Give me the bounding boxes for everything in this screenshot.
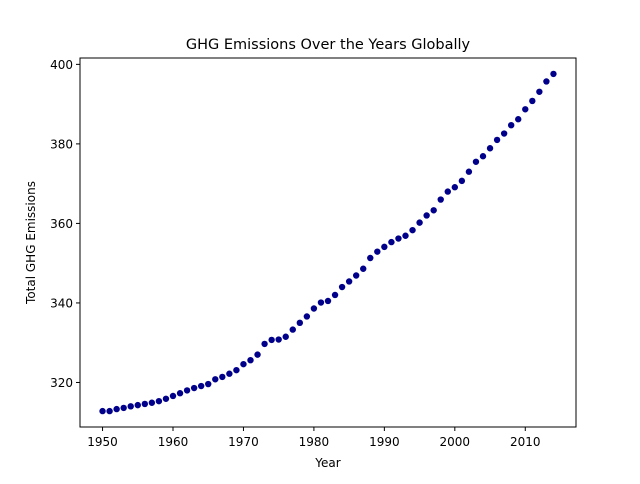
x-tick-label: 2000	[440, 435, 471, 449]
data-point	[240, 360, 247, 368]
data-point	[388, 238, 395, 246]
data-point	[226, 370, 233, 377]
data-point	[493, 136, 501, 144]
data-point	[127, 403, 134, 410]
data-point	[205, 380, 212, 388]
y-tick-label: 400	[50, 58, 73, 72]
plot-frame	[79, 57, 577, 428]
data-point	[444, 188, 451, 195]
x-tick-label: 2010	[510, 435, 541, 449]
x-axis-label: Year	[314, 456, 340, 470]
data-point	[536, 88, 543, 95]
data-point	[233, 366, 240, 374]
x-tick-label: 1970	[228, 435, 259, 449]
data-point	[515, 116, 522, 123]
x-tick-label: 1950	[87, 435, 118, 449]
data-point	[169, 392, 177, 400]
x-tick-label: 1960	[158, 435, 189, 449]
data-point	[360, 265, 367, 272]
data-point	[486, 145, 494, 152]
data-point	[113, 405, 120, 413]
data-point	[282, 333, 289, 340]
data-point	[219, 373, 226, 381]
data-point	[303, 313, 311, 320]
data-point	[176, 390, 184, 397]
y-tick-label: 320	[50, 376, 73, 390]
data-point	[352, 272, 360, 279]
data-point	[296, 319, 304, 327]
data-point	[183, 387, 191, 394]
data-point	[430, 207, 437, 214]
data-points	[99, 70, 557, 415]
data-point	[416, 219, 423, 226]
data-point	[479, 153, 487, 160]
data-point	[190, 384, 198, 392]
data-point	[212, 376, 219, 383]
data-point	[99, 407, 106, 415]
data-point	[465, 168, 473, 175]
data-point	[324, 297, 332, 305]
data-point	[472, 158, 480, 165]
data-point	[134, 401, 141, 409]
data-point	[374, 248, 381, 255]
data-point	[529, 97, 536, 105]
data-point	[247, 356, 254, 364]
data-point	[148, 399, 156, 406]
data-point	[543, 78, 550, 85]
data-point	[458, 177, 466, 185]
data-point	[254, 351, 261, 358]
y-axis: 320 340 360 380 400	[50, 58, 80, 390]
y-tick-label: 340	[50, 296, 73, 310]
data-point	[106, 407, 113, 415]
data-point	[268, 336, 275, 344]
data-point	[500, 130, 508, 137]
y-axis-label: Total GHG Emissions	[24, 181, 38, 305]
chart-title: GHG Emissions Over the Years Globally	[186, 37, 471, 53]
data-point	[275, 336, 282, 343]
data-point	[338, 283, 346, 291]
x-tick-label: 1980	[299, 435, 330, 449]
y-tick-label: 360	[50, 217, 73, 231]
data-point	[550, 70, 557, 78]
data-point	[507, 121, 515, 129]
data-point	[155, 397, 163, 405]
data-point	[289, 326, 296, 333]
x-axis: 1950 1960 1970 1980 1990 2000 2010	[87, 427, 541, 449]
y-tick-label: 380	[50, 137, 73, 151]
data-point	[451, 184, 459, 191]
data-point	[120, 404, 127, 412]
data-point	[409, 226, 416, 234]
data-point	[367, 254, 374, 262]
data-point	[522, 106, 529, 113]
data-point	[423, 212, 430, 219]
x-tick-label: 1990	[369, 435, 400, 449]
data-point	[141, 400, 149, 408]
data-point	[402, 232, 409, 239]
data-point	[261, 340, 268, 348]
data-point	[437, 196, 444, 203]
data-point	[381, 243, 388, 251]
data-point	[395, 235, 402, 242]
data-point	[345, 278, 353, 285]
data-point	[331, 291, 339, 299]
data-point	[317, 299, 325, 306]
data-point	[310, 305, 318, 312]
data-point	[162, 395, 170, 402]
data-point	[197, 382, 205, 390]
